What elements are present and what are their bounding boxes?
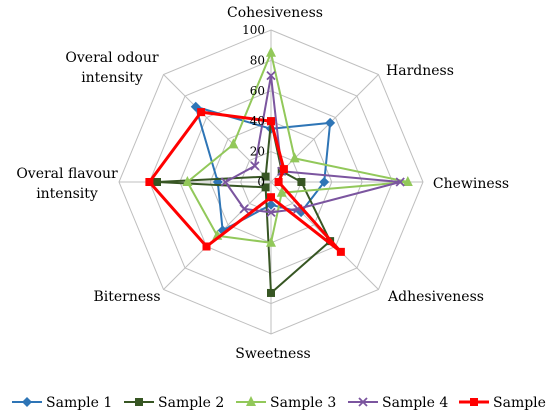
point-sample-4-cohesiveness bbox=[266, 70, 276, 81]
axis-label-chewiness: Chewiness bbox=[433, 176, 509, 192]
axis-label-sweetness: Sweetness bbox=[235, 346, 310, 362]
axis-label-biterness: Biterness bbox=[93, 289, 160, 305]
radar-series bbox=[145, 46, 413, 297]
point-sample-5-sweetness bbox=[267, 193, 275, 202]
tick-label-100: 100 bbox=[242, 23, 265, 37]
axis-label-adhesiveness: Adhesiveness bbox=[387, 289, 484, 305]
legend-item-sample-1: Sample 1 bbox=[12, 395, 112, 411]
legend-marker-sample-2 bbox=[135, 398, 143, 406]
radar-axis-labels: Cohesiveness Hardness Chewiness Adhesivenes… bbox=[16, 5, 509, 362]
point-sample-3-overal-odour-intensity bbox=[228, 138, 239, 149]
legend-marker-sample-4 bbox=[358, 397, 368, 407]
point-sample-5-hardness bbox=[279, 165, 288, 174]
legend-item-sample-4: Sample 4 bbox=[348, 395, 448, 411]
legend-item-sample-5: Sample 5 bbox=[459, 395, 550, 411]
point-sample-2-overal-flavour-intensity bbox=[153, 178, 161, 186]
point-sample-3-adhesiveness bbox=[276, 186, 287, 197]
spoke-hardness bbox=[270, 74, 379, 183]
point-sample-3-chewiness bbox=[402, 176, 413, 186]
axis-label-hardness: Hardness bbox=[386, 63, 454, 79]
legend-label-sample-5: Sample 5 bbox=[493, 395, 550, 411]
axis-label-overal-flavour-intensity: Overal flavour intensity bbox=[16, 166, 118, 202]
legend-marker-sample-3 bbox=[246, 396, 256, 406]
point-sample-4-chewiness bbox=[395, 177, 405, 187]
point-sample-5-cohesiveness bbox=[267, 117, 275, 126]
point-sample-1-sweetness bbox=[266, 199, 276, 210]
tick-label-0: 0 bbox=[257, 175, 265, 189]
legend-label-sample-2: Sample 2 bbox=[158, 395, 224, 411]
point-sample-4-sweetness bbox=[266, 207, 276, 218]
legend-item-sample-2: Sample 2 bbox=[124, 395, 224, 411]
legend-label-sample-3: Sample 3 bbox=[270, 395, 336, 411]
point-sample-5-chewiness bbox=[274, 178, 283, 186]
point-sample-3-overal-flavour-intensity bbox=[182, 176, 193, 186]
point-sample-5-biterness bbox=[202, 242, 211, 251]
legend-label-sample-1: Sample 1 bbox=[46, 395, 112, 411]
point-sample-4-overal-odour-intensity bbox=[250, 161, 260, 171]
point-sample-5-adhesiveness bbox=[336, 247, 345, 256]
point-sample-1-chewiness bbox=[319, 177, 330, 187]
tick-label-40: 40 bbox=[250, 114, 265, 128]
point-sample-3-hardness bbox=[289, 152, 300, 163]
point-sample-4-biterness bbox=[239, 204, 249, 214]
legend-marker-sample-1 bbox=[22, 397, 32, 407]
point-sample-5-overal-odour-intensity bbox=[197, 108, 206, 117]
point-sample-5-overal-flavour-intensity bbox=[145, 178, 154, 186]
point-sample-2-overal-odour-intensity bbox=[261, 172, 270, 181]
tick-label-80: 80 bbox=[250, 53, 265, 67]
point-sample-2-sweetness bbox=[267, 288, 275, 297]
axis-label-overal-odour-intensity: Overal odour intensity bbox=[65, 50, 158, 86]
point-sample-4-overal-flavour-intensity bbox=[220, 177, 231, 187]
tick-label-20: 20 bbox=[250, 145, 265, 159]
point-sample-3-sweetness bbox=[266, 236, 276, 247]
point-sample-2-chewiness bbox=[297, 178, 306, 186]
point-sample-3-cohesiveness bbox=[266, 46, 276, 57]
series-sample-4 bbox=[220, 70, 405, 218]
tick-label-60: 60 bbox=[250, 84, 265, 98]
radar-tick-labels: 0 20 40 60 80 100 bbox=[242, 23, 265, 189]
point-sample-1-hardness bbox=[325, 117, 336, 128]
axis-label-cohesiveness: Cohesiveness bbox=[227, 5, 323, 21]
legend-label-sample-4: Sample 4 bbox=[382, 395, 448, 411]
chart-legend: Sample 1 Sample 2 Sample 3 Sample 4 Sample 5 bbox=[12, 395, 550, 411]
legend-marker-sample-5 bbox=[470, 398, 478, 406]
series-sample-5 bbox=[145, 108, 345, 256]
point-sample-2-biterness bbox=[261, 183, 270, 192]
legend-item-sample-3: Sample 3 bbox=[236, 395, 336, 411]
